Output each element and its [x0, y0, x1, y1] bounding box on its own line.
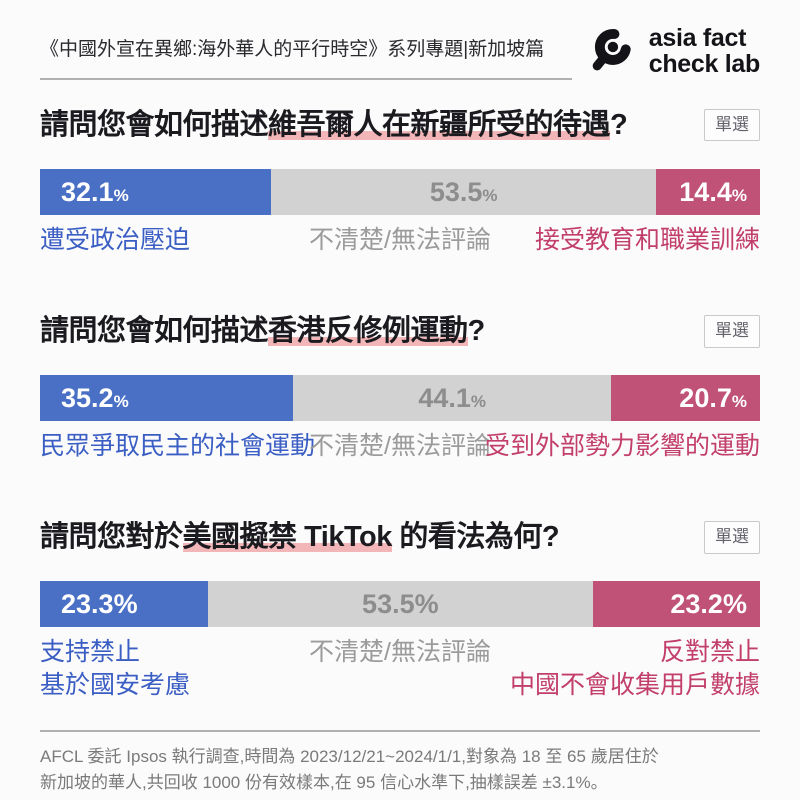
percent-label: 53.5%	[362, 588, 439, 619]
single-choice-badge: 單選	[704, 109, 760, 142]
bar-segment-blue: 32.1%	[40, 169, 272, 216]
header: 《中國外宣在異鄉:海外華人的平行時空》系列專題|新加坡篇 asia fact c…	[40, 0, 760, 80]
question-block-uyghur: 請問您會如何描述維吾爾人在新疆所受的待遇? 單選 32.1% 53.5% 14.…	[40, 106, 760, 258]
bar-segment-gray: 53.5%	[271, 169, 657, 216]
question-title-pre: 請問您會如何描述	[40, 109, 269, 141]
single-choice-badge: 單選	[704, 521, 760, 554]
stacked-bar-uyghur: 32.1% 53.5% 14.4%	[40, 169, 760, 216]
legend-right: 接受教育和職業訓練	[534, 226, 760, 255]
stacked-bar-hongkong: 35.2% 44.1% 20.7%	[40, 375, 760, 422]
legend-right: 反對禁止 中國不會收集用戶數據	[509, 638, 760, 699]
question-head: 請問您會如何描述維吾爾人在新疆所受的待遇? 單選	[40, 106, 760, 145]
percent-label: 44.1%	[418, 382, 487, 413]
question-title-post: 的看法為何?	[391, 521, 560, 554]
question-head: 請問您會如何描述香港反修例運動? 單選	[40, 312, 760, 351]
question-title: 請問您會如何描述香港反修例運動?	[40, 312, 485, 351]
question-title: 請問您會如何描述維吾爾人在新疆所受的待遇?	[40, 106, 628, 145]
methodology-line-2: 新加坡的華人,共回收 1000 份有效樣本,在 95 信心水準下,抽樣誤差 ±3…	[40, 772, 608, 792]
bar-legend-row: 支持禁止 基於國安考慮 不清楚/無法評論 反對禁止 中國不會收集用戶數據	[40, 636, 760, 704]
legend-middle: 不清楚/無法評論	[309, 432, 491, 461]
bar-segment-rose: 20.7%	[610, 375, 760, 422]
footer-divider	[40, 730, 760, 733]
afcl-logo: asia fact check lab	[585, 24, 760, 78]
percent-label: 23.3%	[61, 588, 138, 619]
question-title-highlighted: 香港反修例運動	[268, 315, 468, 348]
footer: AFCL 委託 Ipsos 執行調查,時間為 2023/12/21~2024/1…	[40, 730, 760, 795]
legend-middle: 不清楚/無法評論	[309, 226, 491, 255]
question-block-hongkong: 請問您會如何描述香港反修例運動? 單選 35.2% 44.1% 20.7% 民眾…	[40, 312, 760, 464]
bar-legend-row: 民眾爭取民主的社會運動 不清楚/無法評論 受到外部勢力影響的運動	[40, 430, 760, 464]
question-title-highlighted: 美國擬禁 TikTok	[182, 521, 392, 554]
header-left: 《中國外宣在異鄉:海外華人的平行時空》系列專題|新加坡篇	[40, 24, 572, 80]
bar-legend-row: 遭受政治壓迫 不清楚/無法評論 接受教育和職業訓練	[40, 224, 760, 258]
percent-label: 14.4%	[679, 176, 747, 207]
question-title: 請問您對於美國擬禁 TikTok 的看法為何?	[40, 518, 560, 557]
stacked-bar-tiktok: 23.3% 53.5% 23.2%	[40, 581, 760, 628]
bar-segment-blue: 23.3%	[40, 581, 208, 628]
legend-left: 支持禁止 基於國安考慮	[40, 638, 191, 699]
header-divider	[40, 78, 572, 80]
question-title-highlighted: 維吾爾人在新疆所受的待遇	[268, 109, 611, 141]
logo-wordmark: asia fact check lab	[648, 24, 761, 78]
question-block-tiktok: 請問您對於美國擬禁 TikTok 的看法為何? 單選 23.3% 53.5% 2…	[40, 518, 760, 704]
logo-line-1: asia fact	[648, 24, 747, 52]
percent-label: 20.7%	[679, 382, 747, 413]
bar-segment-rose: 23.2%	[592, 581, 760, 628]
bar-segment-gray: 44.1%	[293, 375, 611, 422]
percent-label: 23.2%	[670, 588, 747, 619]
question-title-pre: 請問您對於	[40, 521, 183, 554]
bar-segment-blue: 35.2%	[40, 375, 294, 422]
logo-line-2: check lab	[648, 50, 761, 78]
methodology-note: AFCL 委託 Ipsos 執行調查,時間為 2023/12/21~2024/1…	[40, 744, 760, 795]
series-title: 《中國外宣在異鄉:海外華人的平行時空》系列專題|新加坡篇	[40, 39, 545, 60]
bar-segment-rose: 14.4%	[656, 169, 760, 216]
single-choice-badge: 單選	[704, 315, 760, 348]
magnifier-logo-icon	[585, 24, 639, 78]
percent-label: 53.5%	[429, 176, 498, 207]
percent-label: 35.2%	[61, 382, 129, 413]
legend-right: 受到外部勢力影響的運動	[484, 432, 760, 461]
methodology-line-1: AFCL 委託 Ipsos 執行調查,時間為 2023/12/21~2024/1…	[40, 747, 659, 767]
question-title-post: ?	[467, 315, 486, 348]
bar-segment-gray: 53.5%	[207, 581, 593, 628]
legend-left: 遭受政治壓迫	[40, 226, 191, 255]
percent-label: 32.1%	[61, 176, 129, 207]
question-title-post: ?	[610, 109, 628, 141]
question-head: 請問您對於美國擬禁 TikTok 的看法為何? 單選	[40, 518, 760, 557]
legend-left: 民眾爭取民主的社會運動	[40, 432, 316, 461]
question-title-pre: 請問您會如何描述	[40, 315, 269, 348]
legend-middle: 不清楚/無法評論	[309, 638, 491, 667]
